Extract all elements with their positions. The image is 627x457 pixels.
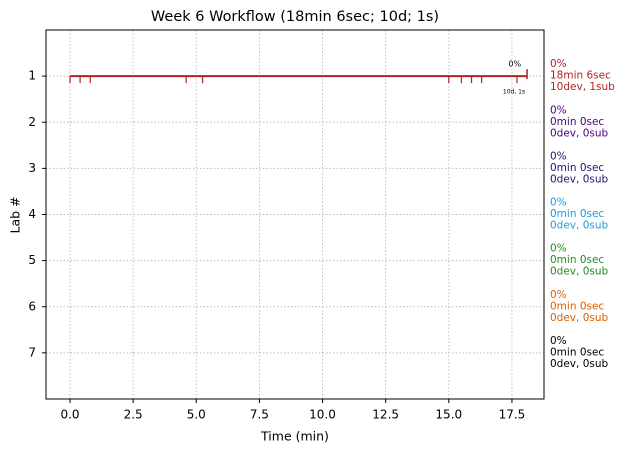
annotation: 0% (508, 60, 521, 69)
lab-summary: 0min 0sec (550, 208, 604, 220)
lab-summary: 0min 0sec (550, 116, 604, 128)
x-tick-label: 10.0 (309, 408, 336, 422)
lab-summary: 0min 0sec (550, 162, 604, 174)
x-tick-label: 15.0 (435, 408, 462, 422)
lab-summary: 0dev, 0sub (550, 220, 609, 232)
lab-summary: 0% (550, 104, 567, 116)
lab-summary: 10dev, 1sub (550, 81, 615, 93)
lab-summary: 0min 0sec (550, 346, 604, 358)
y-tick-label: 6 (28, 299, 36, 313)
lab-summary: 0min 0sec (550, 300, 604, 312)
y-tick-label: 1 (28, 69, 36, 83)
y-axis-label: Lab # (8, 196, 23, 233)
lab-summary: 0% (550, 289, 567, 301)
lab-summary: 0dev, 0sub (550, 312, 609, 324)
lab-summary: 0% (550, 150, 567, 162)
x-tick-label: 12.5 (372, 408, 399, 422)
y-tick-label: 7 (28, 345, 36, 359)
chart-title: Week 6 Workflow (18min 6sec; 10d; 1s) (151, 9, 439, 25)
lab-summary: 0% (550, 335, 567, 347)
y-tick-label: 4 (28, 207, 36, 221)
plot-frame (45, 29, 545, 400)
lab-summary: 0dev, 0sub (550, 127, 609, 139)
y-tick-label: 2 (28, 115, 36, 129)
x-tick-label: 2.5 (124, 408, 143, 422)
x-tick-label: 7.5 (250, 408, 269, 422)
lab-summary: 0dev, 0sub (550, 173, 609, 185)
x-tick-label: 5.0 (187, 408, 206, 422)
lab-summary: 0dev, 0sub (550, 266, 609, 278)
y-tick-label: 5 (28, 253, 36, 267)
x-axis-label: Time (min) (260, 429, 329, 444)
x-tick-label: 17.5 (499, 408, 526, 422)
lab-summary: 0% (550, 58, 567, 70)
lab-summary: 0% (550, 243, 567, 255)
lab-summary: 18min 6sec (550, 70, 611, 82)
annotation: 10d, 1s (503, 89, 525, 96)
x-tick-label: 0.0 (60, 408, 79, 422)
lab-summary: 0dev, 0sub (550, 358, 609, 370)
y-tick-label: 3 (28, 161, 36, 175)
lab-summary: 0min 0sec (550, 254, 604, 266)
lab-summary: 0% (550, 197, 567, 209)
